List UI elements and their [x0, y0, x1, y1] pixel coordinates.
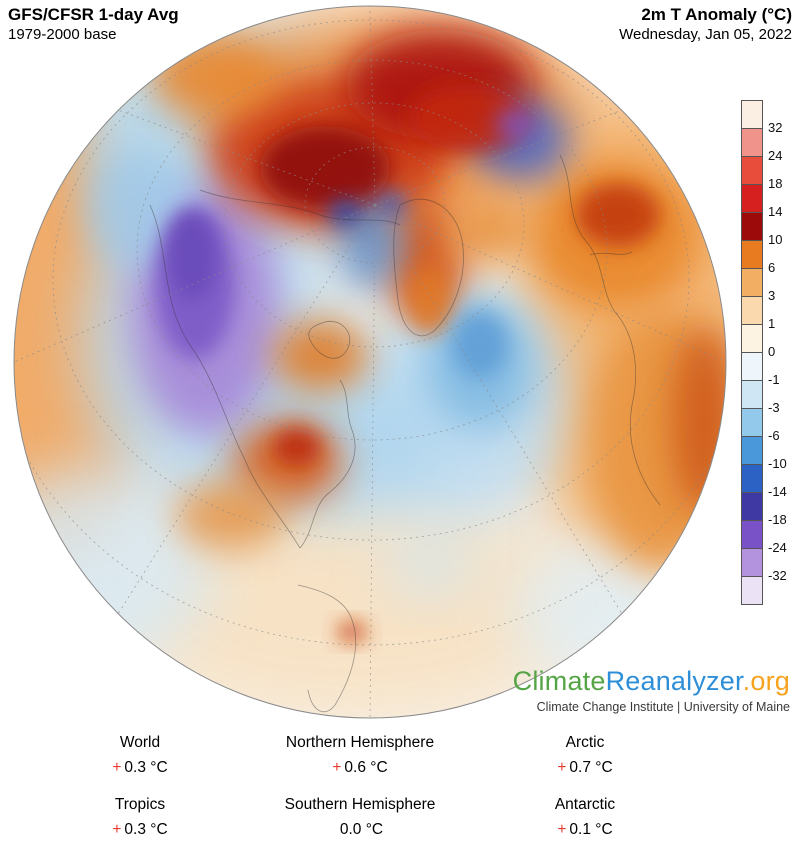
colorbar-blocks — [741, 100, 763, 605]
stat-plus: + — [557, 759, 567, 776]
variable-title: 2m T Anomaly (°C) — [641, 5, 792, 24]
stat-plus: + — [557, 821, 567, 838]
colorbar-tick: 18 — [768, 176, 783, 191]
colorbar-segment — [742, 409, 762, 437]
colorbar-segment — [742, 269, 762, 297]
colorbar-segment — [742, 213, 762, 241]
stat-antarctic: Antarctic +0.1 °C — [554, 796, 616, 838]
colorbar-tick: 32 — [768, 120, 783, 135]
stat-plus: + — [332, 759, 342, 776]
colorbar-tick: 10 — [768, 232, 783, 247]
colorbar-tick: -32 — [768, 568, 787, 583]
colorbar-segment — [742, 241, 762, 269]
colorbar-tick: -24 — [768, 540, 787, 555]
stat-tropics: Tropics +0.3 °C — [112, 796, 168, 838]
colorbar-segment — [742, 493, 762, 521]
colorbar-tick: -1 — [768, 372, 780, 387]
colorbar-segment — [742, 465, 762, 493]
brand-org: .org — [742, 666, 790, 696]
stat-plus: + — [112, 759, 122, 776]
colorbar-segment — [742, 297, 762, 325]
colorbar-tick: 14 — [768, 204, 783, 219]
colorbar-tick: -3 — [768, 400, 780, 415]
stat-northern-hemisphere: Northern Hemisphere +0.6 °C — [285, 734, 435, 776]
stat-value-text: 0.0 °C — [339, 821, 384, 838]
colorbar-tick: -14 — [768, 484, 787, 499]
header-left: GFS/CFSR 1-day Avg 1979-2000 base — [8, 4, 179, 45]
stat-value-text: 0.7 °C — [569, 759, 613, 776]
colorbar-segment — [742, 157, 762, 185]
stat-value-text: 0.1 °C — [569, 821, 613, 838]
colorbar-segment — [742, 577, 762, 604]
brand-reanalyzer: Reanalyzer — [605, 666, 743, 696]
colorbar-segment — [742, 353, 762, 381]
stat-world: World +0.3 °C — [112, 734, 168, 776]
colorbar-tick: -18 — [768, 512, 787, 527]
graticule — [14, 6, 726, 718]
branding-block: ClimateReanalyzer.org Climate Change Ins… — [513, 666, 790, 714]
institute-credit: Climate Change Institute | University of… — [536, 700, 790, 714]
coastlines — [149, 154, 661, 713]
temperature-colorbar: 32 24 18 14 10 6 3 1 0 -1 -3 -6 -10 -14 -18 -24 -32 — [741, 100, 787, 605]
stat-arctic: Arctic +0.7 °C — [557, 734, 613, 776]
stat-value-text: 0.3 °C — [124, 821, 168, 838]
colorbar-segment — [742, 549, 762, 577]
colorbar-tick: 24 — [768, 148, 783, 163]
colorbar-tick: 1 — [768, 316, 776, 331]
colorbar-segment — [742, 521, 762, 549]
stat-value-text: 0.3 °C — [124, 759, 168, 776]
dataset-title: GFS/CFSR 1-day Avg — [8, 5, 179, 24]
colorbar-segment — [742, 129, 762, 157]
colorbar-tick: -10 — [768, 456, 787, 471]
colorbar-tick: 0 — [768, 344, 776, 359]
stat-southern-hemisphere: Southern Hemisphere 0.0 °C — [284, 796, 436, 838]
stat-value-text: 0.6 °C — [344, 759, 388, 776]
date-subtitle: Wednesday, Jan 05, 2022 — [619, 26, 792, 43]
colorbar-segment — [742, 101, 762, 129]
baseline-subtitle: 1979-2000 base — [8, 26, 117, 43]
colorbar-tick: 3 — [768, 288, 776, 303]
colorbar-segment — [742, 381, 762, 409]
colorbar-segment — [742, 185, 762, 213]
colorbar-tick: 6 — [768, 260, 776, 275]
colorbar-tick: -6 — [768, 428, 780, 443]
stat-plus: + — [112, 821, 122, 838]
colorbar-segment — [742, 437, 762, 465]
climatereanalyzer-logo[interactable]: ClimateReanalyzer.org — [513, 666, 790, 696]
brand-climate: Climate — [512, 666, 606, 696]
header-right: 2m T Anomaly (°C) Wednesday, Jan 05, 202… — [619, 4, 792, 45]
colorbar-labels: 32 24 18 14 10 6 3 1 0 -1 -3 -6 -10 -14 -18 -24 -32 — [768, 100, 800, 610]
colorbar-segment — [742, 325, 762, 353]
